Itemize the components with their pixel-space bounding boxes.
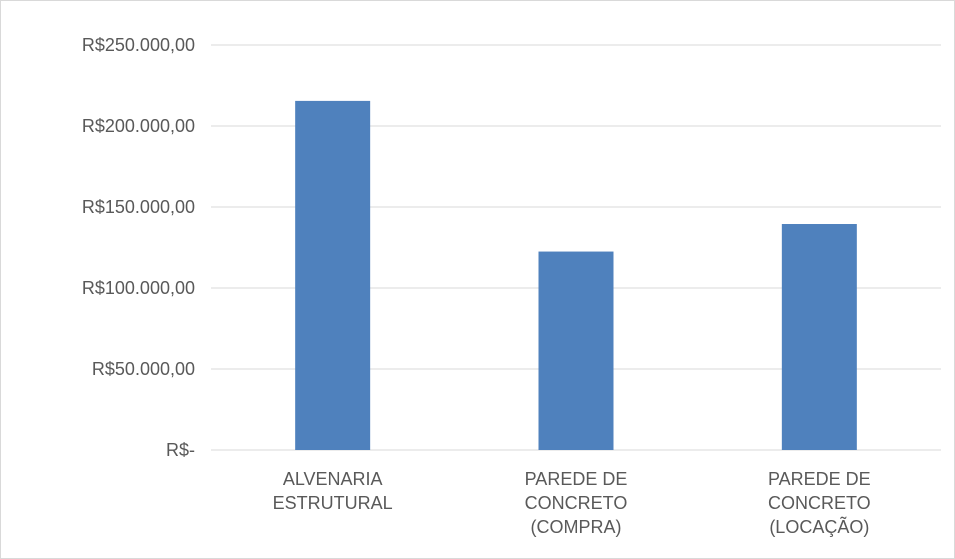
- bar: [538, 251, 614, 450]
- y-tick-label: R$250.000,00: [82, 35, 195, 55]
- x-category-label: PAREDE DE: [768, 469, 871, 489]
- y-tick-label: R$200.000,00: [82, 116, 195, 136]
- y-tick-label: R$100.000,00: [82, 278, 195, 298]
- y-tick-label: R$150.000,00: [82, 197, 195, 217]
- x-category-label: CONCRETO: [768, 493, 871, 513]
- x-category-label: (LOCAÇÃO): [769, 516, 869, 537]
- bar: [781, 224, 857, 450]
- x-category-label: (COMPRA): [531, 517, 622, 537]
- y-tick-label: R$50.000,00: [92, 359, 195, 379]
- y-tick-label: R$-: [166, 440, 195, 460]
- x-category-label: PAREDE DE: [525, 469, 628, 489]
- x-category-label: ALVENARIA: [283, 469, 383, 489]
- bar: [295, 100, 371, 450]
- x-category-label: CONCRETO: [525, 493, 628, 513]
- x-category-label: ESTRUTURAL: [273, 493, 393, 513]
